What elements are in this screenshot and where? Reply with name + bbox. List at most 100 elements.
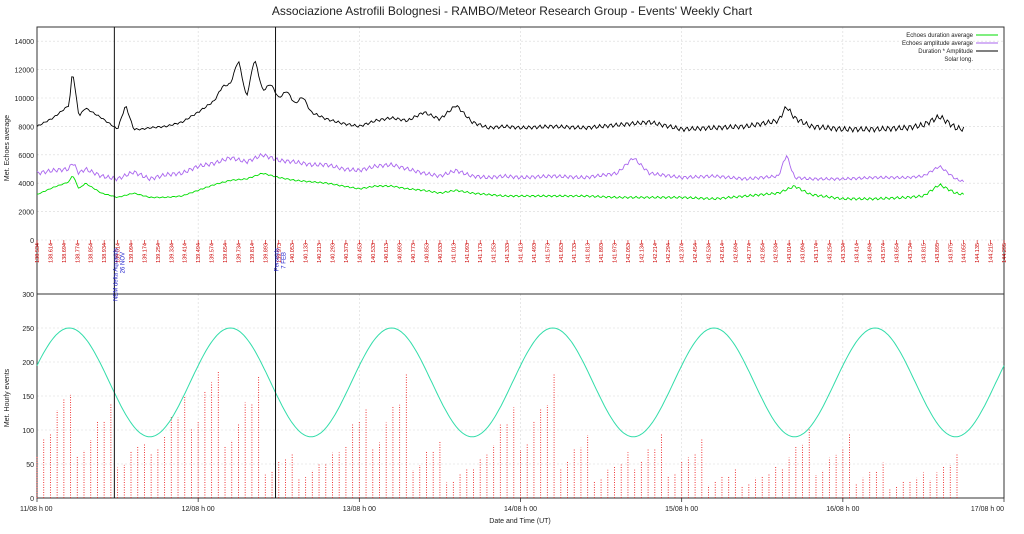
x-tick-label: 17/08 h 00 (971, 506, 1004, 513)
solar-long-label: 139.254 (156, 243, 162, 263)
solar-long-label: 141.173 (478, 243, 484, 263)
solar-long-label: 141.333 (505, 243, 511, 263)
solar-long-label: 141.813 (586, 243, 592, 263)
solar-long-label: 143.094 (801, 243, 807, 263)
solar-long-label: 141.653 (559, 243, 565, 263)
lower-y-tick-label: 0 (30, 496, 34, 503)
solar-long-label: 143.014 (787, 243, 793, 263)
lower-y-tick-label: 100 (22, 428, 34, 435)
solar-long-label: 143.254 (827, 243, 833, 263)
solar-long-label: 141.093 (465, 243, 471, 263)
upper-y-ticks: 0 2000 4000 6000 8000 10000 12000 14000 (15, 39, 35, 245)
solar-long-label: 139.574 (210, 243, 216, 263)
solar-long-label: 141.013 (451, 243, 457, 263)
upper-y-tick-label: 12000 (15, 68, 35, 75)
solar-long-label: 138.614 (48, 243, 54, 263)
lower-y-label: Met. Hourly events (4, 368, 11, 427)
solar-long-label: 143.975 (948, 243, 954, 263)
solar-long-label: 140.533 (371, 243, 377, 263)
solar-long-label: 143.574 (881, 243, 887, 263)
upper-y-label: Met. Echoes average (4, 115, 11, 181)
x-tick-label: 12/08 h 00 (182, 506, 215, 513)
solar-long-label: 142.454 (693, 243, 699, 263)
upper-series-line (36, 172, 964, 201)
solar-long-label: 140.773 (411, 243, 417, 263)
legend-label: Solar long. (944, 57, 973, 63)
solar-long-label: 138.854 (89, 243, 95, 263)
x-tick-label: 14/08 h 00 (504, 506, 537, 513)
solar-long-label: 142.053 (626, 243, 632, 263)
solar-long-label: 142.934 (774, 243, 780, 263)
solar-long-label: 140.853 (424, 243, 430, 263)
solar-long-label: 140.293 (330, 243, 336, 263)
upper-y-tick-label: 2000 (18, 210, 34, 217)
solar-long-label: 139.654 (223, 243, 229, 263)
lower-y-tick-label: 300 (22, 292, 34, 299)
upper-series-line (36, 152, 965, 183)
solar-long-label: 142.854 (760, 243, 766, 263)
annotations: NEM delta Aquarids 26 NOV Perseids 7 FEB (113, 27, 288, 498)
solar-long-label: 139.494 (196, 243, 202, 263)
solar-long-label: 142.534 (707, 243, 713, 263)
upper-y-tick-label: 0 (30, 238, 34, 245)
upper-y-tick-label: 4000 (18, 181, 34, 188)
solar-long-label: 139.814 (250, 243, 256, 263)
solar-long-label: 141.973 (613, 243, 619, 263)
solar-long-label: 139.414 (183, 243, 189, 263)
solar-long-label: 144.055 (962, 243, 968, 263)
solar-long-label: 140.613 (384, 243, 390, 263)
annotation-date: 26 NOV (120, 252, 126, 273)
upper-series-line (36, 60, 965, 133)
solar-long-label: 140.053 (290, 243, 296, 263)
solar-long-label: 140.213 (317, 243, 323, 263)
x-tick-label: 11/08 h 00 (20, 506, 53, 513)
x-tick-label: 16/08 h 00 (826, 506, 859, 513)
solar-long-label: 142.774 (747, 243, 753, 263)
solar-long-label: 144.295 (1002, 243, 1008, 263)
lower-y-ticks: 0 50 100 150 200 250 300 (22, 292, 34, 503)
solar-long-label: 142.614 (720, 243, 726, 263)
solar-long-label: 138.934 (102, 243, 108, 263)
solar-long-label: 138.774 (75, 243, 81, 263)
x-tick-label: 13/08 h 00 (343, 506, 376, 513)
hourly-bars (36, 372, 958, 498)
upper-y-tick-label: 10000 (15, 96, 35, 103)
solar-long-label: 142.214 (653, 243, 659, 263)
solar-long-label: 141.893 (599, 243, 605, 263)
chart-title: Associazione Astrofili Bolognesi - RAMBO… (272, 4, 753, 18)
annotation-date: 7 FEB (282, 252, 288, 269)
legend-label: Echoes duration average (906, 33, 973, 39)
lower-y-tick-label: 200 (22, 360, 34, 367)
solar-long-label: 142.374 (680, 243, 686, 263)
lower-y-tick-label: 250 (22, 326, 34, 333)
solar-long-label: 142.134 (639, 243, 645, 263)
solar-long-label: 140.933 (438, 243, 444, 263)
solar-long-label: 140.133 (304, 243, 310, 263)
solar-long-label: 139.014 (116, 243, 122, 263)
upper-y-tick-label: 8000 (18, 124, 34, 131)
solar-long-labels: 138.534 138.614 138.694 138.774 138.854 138.9… (35, 240, 1008, 263)
solar-long-label: 141.573 (545, 243, 551, 263)
solar-long-label: 142.294 (666, 243, 672, 263)
x-tick-label: 15/08 h 00 (665, 506, 698, 513)
solar-long-label: 143.734 (908, 243, 914, 263)
solar-elevation-line (36, 327, 1005, 438)
solar-elevation-curve (36, 327, 1005, 438)
solar-long-label: 140.453 (357, 243, 363, 263)
solar-long-label: 141.413 (519, 243, 525, 263)
solar-long-label: 143.414 (854, 243, 860, 263)
upper-grid (37, 27, 1004, 241)
solar-long-label: 143.654 (895, 243, 901, 263)
annotation-label: Perseids (275, 248, 281, 271)
solar-long-label: 144.215 (989, 243, 995, 263)
legend-label: Echoes amplitude average (902, 41, 974, 47)
solar-long-label: 141.253 (492, 243, 498, 263)
solar-long-label: 141.733 (572, 243, 578, 263)
solar-long-label: 139.334 (169, 243, 175, 263)
solar-long-label: 143.174 (814, 243, 820, 263)
solar-long-label: 139.094 (129, 243, 135, 263)
upper-series (36, 60, 965, 201)
annotation-label: NEM delta Aquarids (113, 248, 119, 301)
solar-long-label: 143.334 (841, 243, 847, 263)
upper-y-tick-label: 6000 (18, 153, 34, 160)
